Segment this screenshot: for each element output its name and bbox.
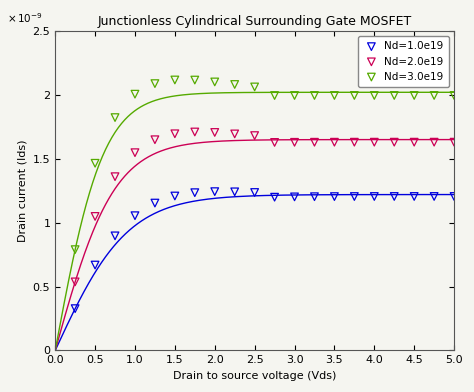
Text: $\times\,10^{-9}$: $\times\,10^{-9}$	[7, 11, 43, 25]
Nd=3.0e19	[251, 84, 258, 90]
Nd=1.0e19	[191, 190, 199, 196]
Y-axis label: Drain current (Ids): Drain current (Ids)	[17, 140, 27, 242]
Nd=1.0e19	[291, 194, 298, 200]
Nd=2.0e19	[310, 139, 318, 145]
Nd=1.0e19	[231, 189, 238, 195]
Nd=2.0e19	[131, 149, 139, 156]
Nd=2.0e19	[391, 139, 398, 145]
Nd=1.0e19	[171, 193, 179, 199]
Nd=1.0e19	[371, 193, 378, 200]
Nd=3.0e19	[371, 93, 378, 99]
Nd=2.0e19	[450, 139, 458, 145]
Nd=2.0e19	[351, 139, 358, 145]
Nd=1.0e19	[111, 233, 119, 239]
Nd=2.0e19	[151, 136, 159, 143]
Nd=1.0e19	[211, 189, 219, 195]
Nd=1.0e19	[91, 262, 99, 268]
Nd=1.0e19	[131, 212, 139, 219]
Nd=3.0e19	[430, 93, 438, 99]
Nd=2.0e19	[91, 213, 99, 220]
Nd=1.0e19	[271, 194, 278, 200]
Nd=1.0e19	[351, 193, 358, 200]
Nd=2.0e19	[291, 139, 298, 145]
Legend: Nd=1.0e19, Nd=2.0e19, Nd=3.0e19: Nd=1.0e19, Nd=2.0e19, Nd=3.0e19	[358, 36, 449, 87]
Nd=3.0e19	[111, 114, 119, 121]
Nd=1.0e19	[331, 194, 338, 200]
Nd=3.0e19	[131, 91, 139, 97]
Nd=3.0e19	[291, 93, 298, 99]
Nd=1.0e19	[251, 189, 258, 196]
Nd=1.0e19	[430, 193, 438, 200]
Nd=3.0e19	[171, 77, 179, 83]
Nd=2.0e19	[251, 132, 258, 139]
Nd=1.0e19	[391, 193, 398, 200]
Nd=2.0e19	[271, 139, 278, 145]
Nd=3.0e19	[410, 93, 418, 99]
Nd=3.0e19	[310, 93, 318, 99]
Nd=2.0e19	[231, 131, 238, 137]
Nd=2.0e19	[371, 139, 378, 145]
Nd=3.0e19	[231, 82, 238, 88]
Nd=3.0e19	[271, 93, 278, 99]
Nd=2.0e19	[171, 131, 179, 137]
Nd=3.0e19	[91, 160, 99, 167]
Nd=1.0e19	[310, 194, 318, 200]
Nd=1.0e19	[72, 305, 79, 312]
Nd=3.0e19	[331, 93, 338, 99]
X-axis label: Drain to source voltage (Vds): Drain to source voltage (Vds)	[173, 371, 337, 381]
Nd=2.0e19	[211, 129, 219, 136]
Nd=3.0e19	[151, 80, 159, 87]
Nd=3.0e19	[191, 77, 199, 83]
Nd=2.0e19	[430, 139, 438, 145]
Nd=3.0e19	[450, 93, 458, 99]
Nd=3.0e19	[72, 247, 79, 253]
Nd=2.0e19	[111, 174, 119, 180]
Nd=1.0e19	[151, 200, 159, 206]
Nd=2.0e19	[72, 279, 79, 285]
Nd=1.0e19	[410, 193, 418, 200]
Nd=2.0e19	[191, 129, 199, 135]
Nd=3.0e19	[211, 79, 219, 85]
Nd=2.0e19	[410, 139, 418, 145]
Nd=3.0e19	[391, 93, 398, 99]
Nd=1.0e19	[450, 193, 458, 200]
Nd=2.0e19	[331, 139, 338, 145]
Title: Junctionless Cylindrical Surrounding Gate MOSFET: Junctionless Cylindrical Surrounding Gat…	[98, 15, 412, 28]
Nd=3.0e19	[351, 93, 358, 99]
